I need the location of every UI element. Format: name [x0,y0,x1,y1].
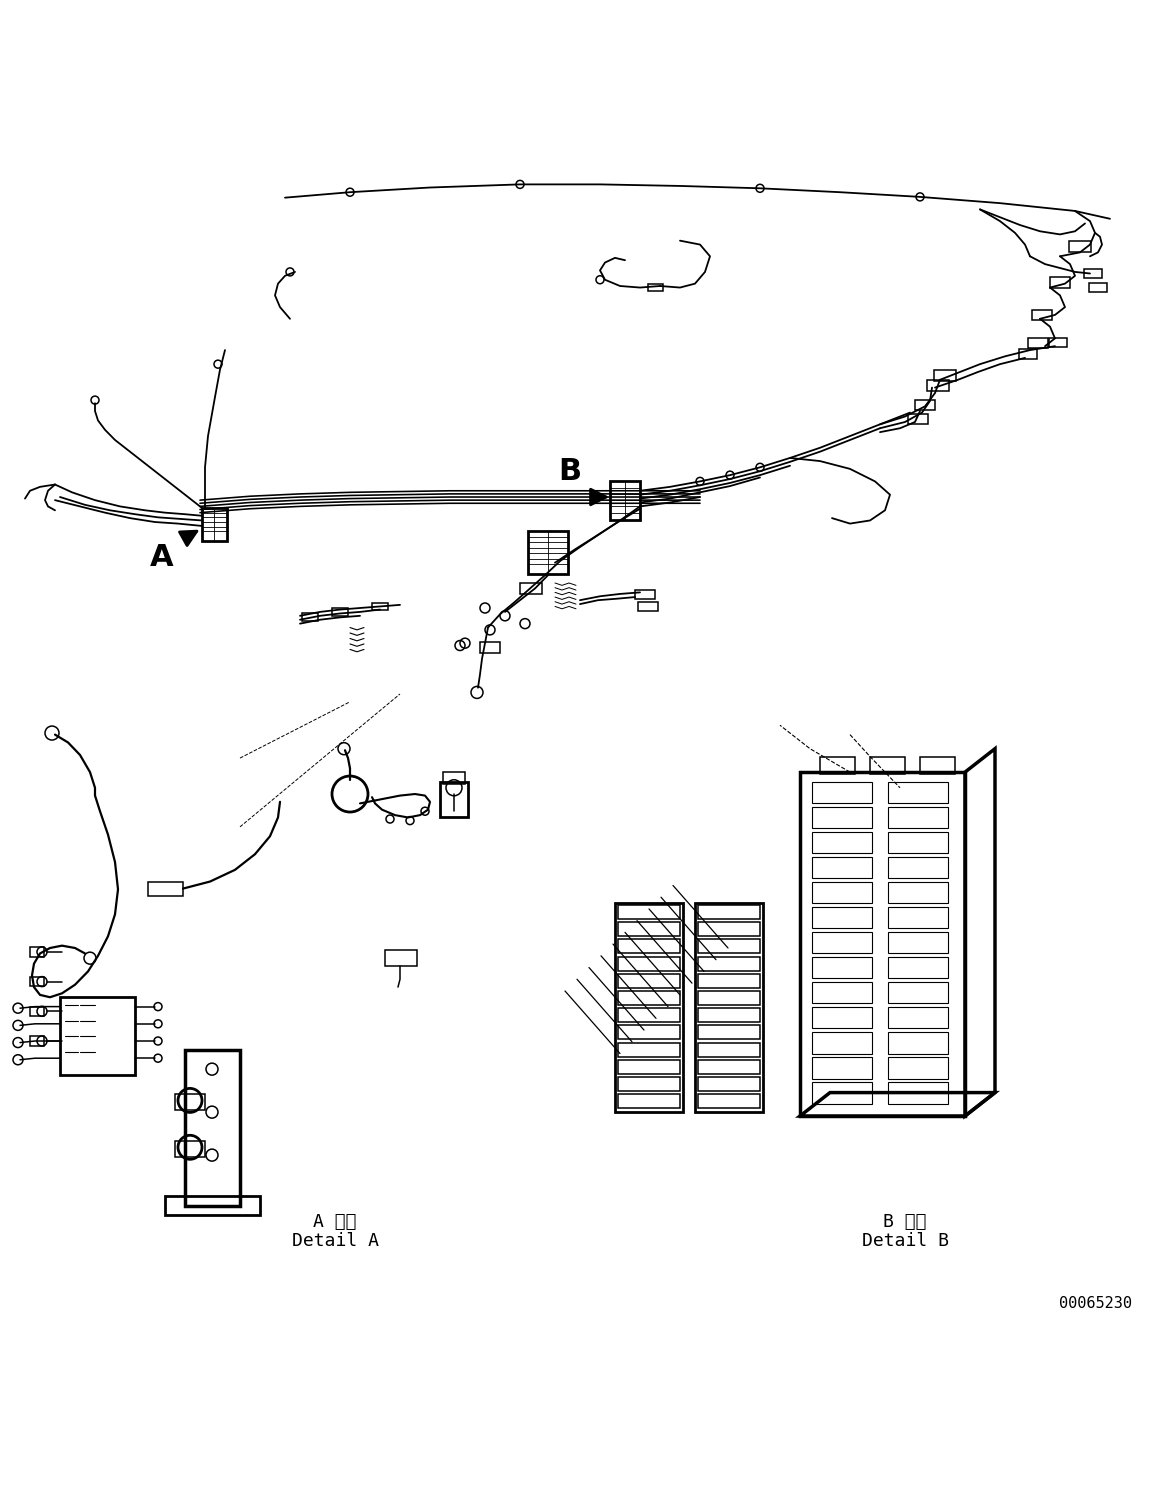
Bar [889,832,948,854]
Bar [698,1077,759,1091]
Bar [1049,338,1066,347]
Bar [648,284,663,292]
Bar [615,903,683,1112]
Bar [812,881,872,903]
Bar [1084,269,1103,278]
Bar [174,1094,205,1110]
Bar [695,903,763,1112]
Bar [698,1009,759,1022]
Bar [889,857,948,878]
Bar [889,1031,948,1054]
Text: 00065230: 00065230 [1058,1296,1132,1311]
Bar [618,957,680,970]
Bar [331,609,348,616]
Bar [372,603,388,610]
Bar [480,643,500,653]
Bar [698,905,759,920]
Text: Detail A: Detail A [292,1232,378,1250]
Bar [889,1056,948,1079]
Bar [812,832,872,854]
Bar [889,881,948,903]
Bar [618,939,680,954]
Bar [443,772,465,784]
Bar [889,957,948,979]
Bar [30,948,44,957]
Bar [889,1006,948,1028]
Bar [618,1059,680,1074]
Bar [611,482,640,521]
Bar [520,583,542,594]
Text: Detail B: Detail B [862,1232,949,1250]
Text: A: A [150,543,173,571]
Text: B: B [558,457,582,485]
Bar [698,939,759,954]
Bar [698,1043,759,1056]
Bar [30,1006,44,1016]
Bar [698,973,759,988]
Bar [30,978,44,987]
Bar [870,756,905,774]
Bar [698,991,759,1004]
Bar [618,923,680,936]
Bar [812,931,872,954]
Bar [889,982,948,1003]
Bar [812,906,872,929]
Bar [812,957,872,979]
Bar [618,973,680,988]
Bar [812,857,872,878]
Bar [165,1196,261,1216]
Bar [618,991,680,1004]
Bar [820,756,855,774]
Bar [812,1082,872,1104]
Bar [812,781,872,804]
Bar [185,1049,240,1205]
Bar [638,601,658,612]
Bar [889,781,948,804]
Bar [618,1009,680,1022]
Bar [1050,277,1070,287]
Bar [698,1025,759,1040]
Bar [302,613,317,622]
Bar [698,1059,759,1074]
Bar [202,507,227,540]
Bar [698,957,759,970]
Text: A 詳細: A 詳細 [313,1213,357,1231]
Bar [635,591,655,600]
Bar [915,400,935,411]
Bar [60,997,135,1076]
Bar [889,931,948,954]
Bar [618,905,680,920]
Bar [889,806,948,829]
Bar [889,1082,948,1104]
Bar [1069,241,1091,253]
Bar [440,781,468,817]
Bar [812,1056,872,1079]
Bar [934,369,956,381]
Bar [800,772,965,1116]
Bar [528,531,568,574]
Bar [812,1006,872,1028]
Text: B 詳細: B 詳細 [883,1213,927,1231]
Bar [908,414,928,424]
Bar [920,756,955,774]
Bar [618,1094,680,1109]
Bar [698,1094,759,1109]
Bar [148,881,183,896]
Bar [174,1141,205,1156]
Bar [618,1077,680,1091]
Bar [1032,310,1053,320]
Bar [698,923,759,936]
Bar [1028,338,1048,348]
Bar [30,1036,44,1046]
Bar [385,951,418,966]
Bar [1089,283,1107,292]
Bar [889,906,948,929]
Bar [618,1025,680,1040]
Bar [812,982,872,1003]
Bar [618,1043,680,1056]
Bar [927,379,949,391]
Bar [812,806,872,829]
Bar [812,1031,872,1054]
Bar [1019,350,1037,359]
